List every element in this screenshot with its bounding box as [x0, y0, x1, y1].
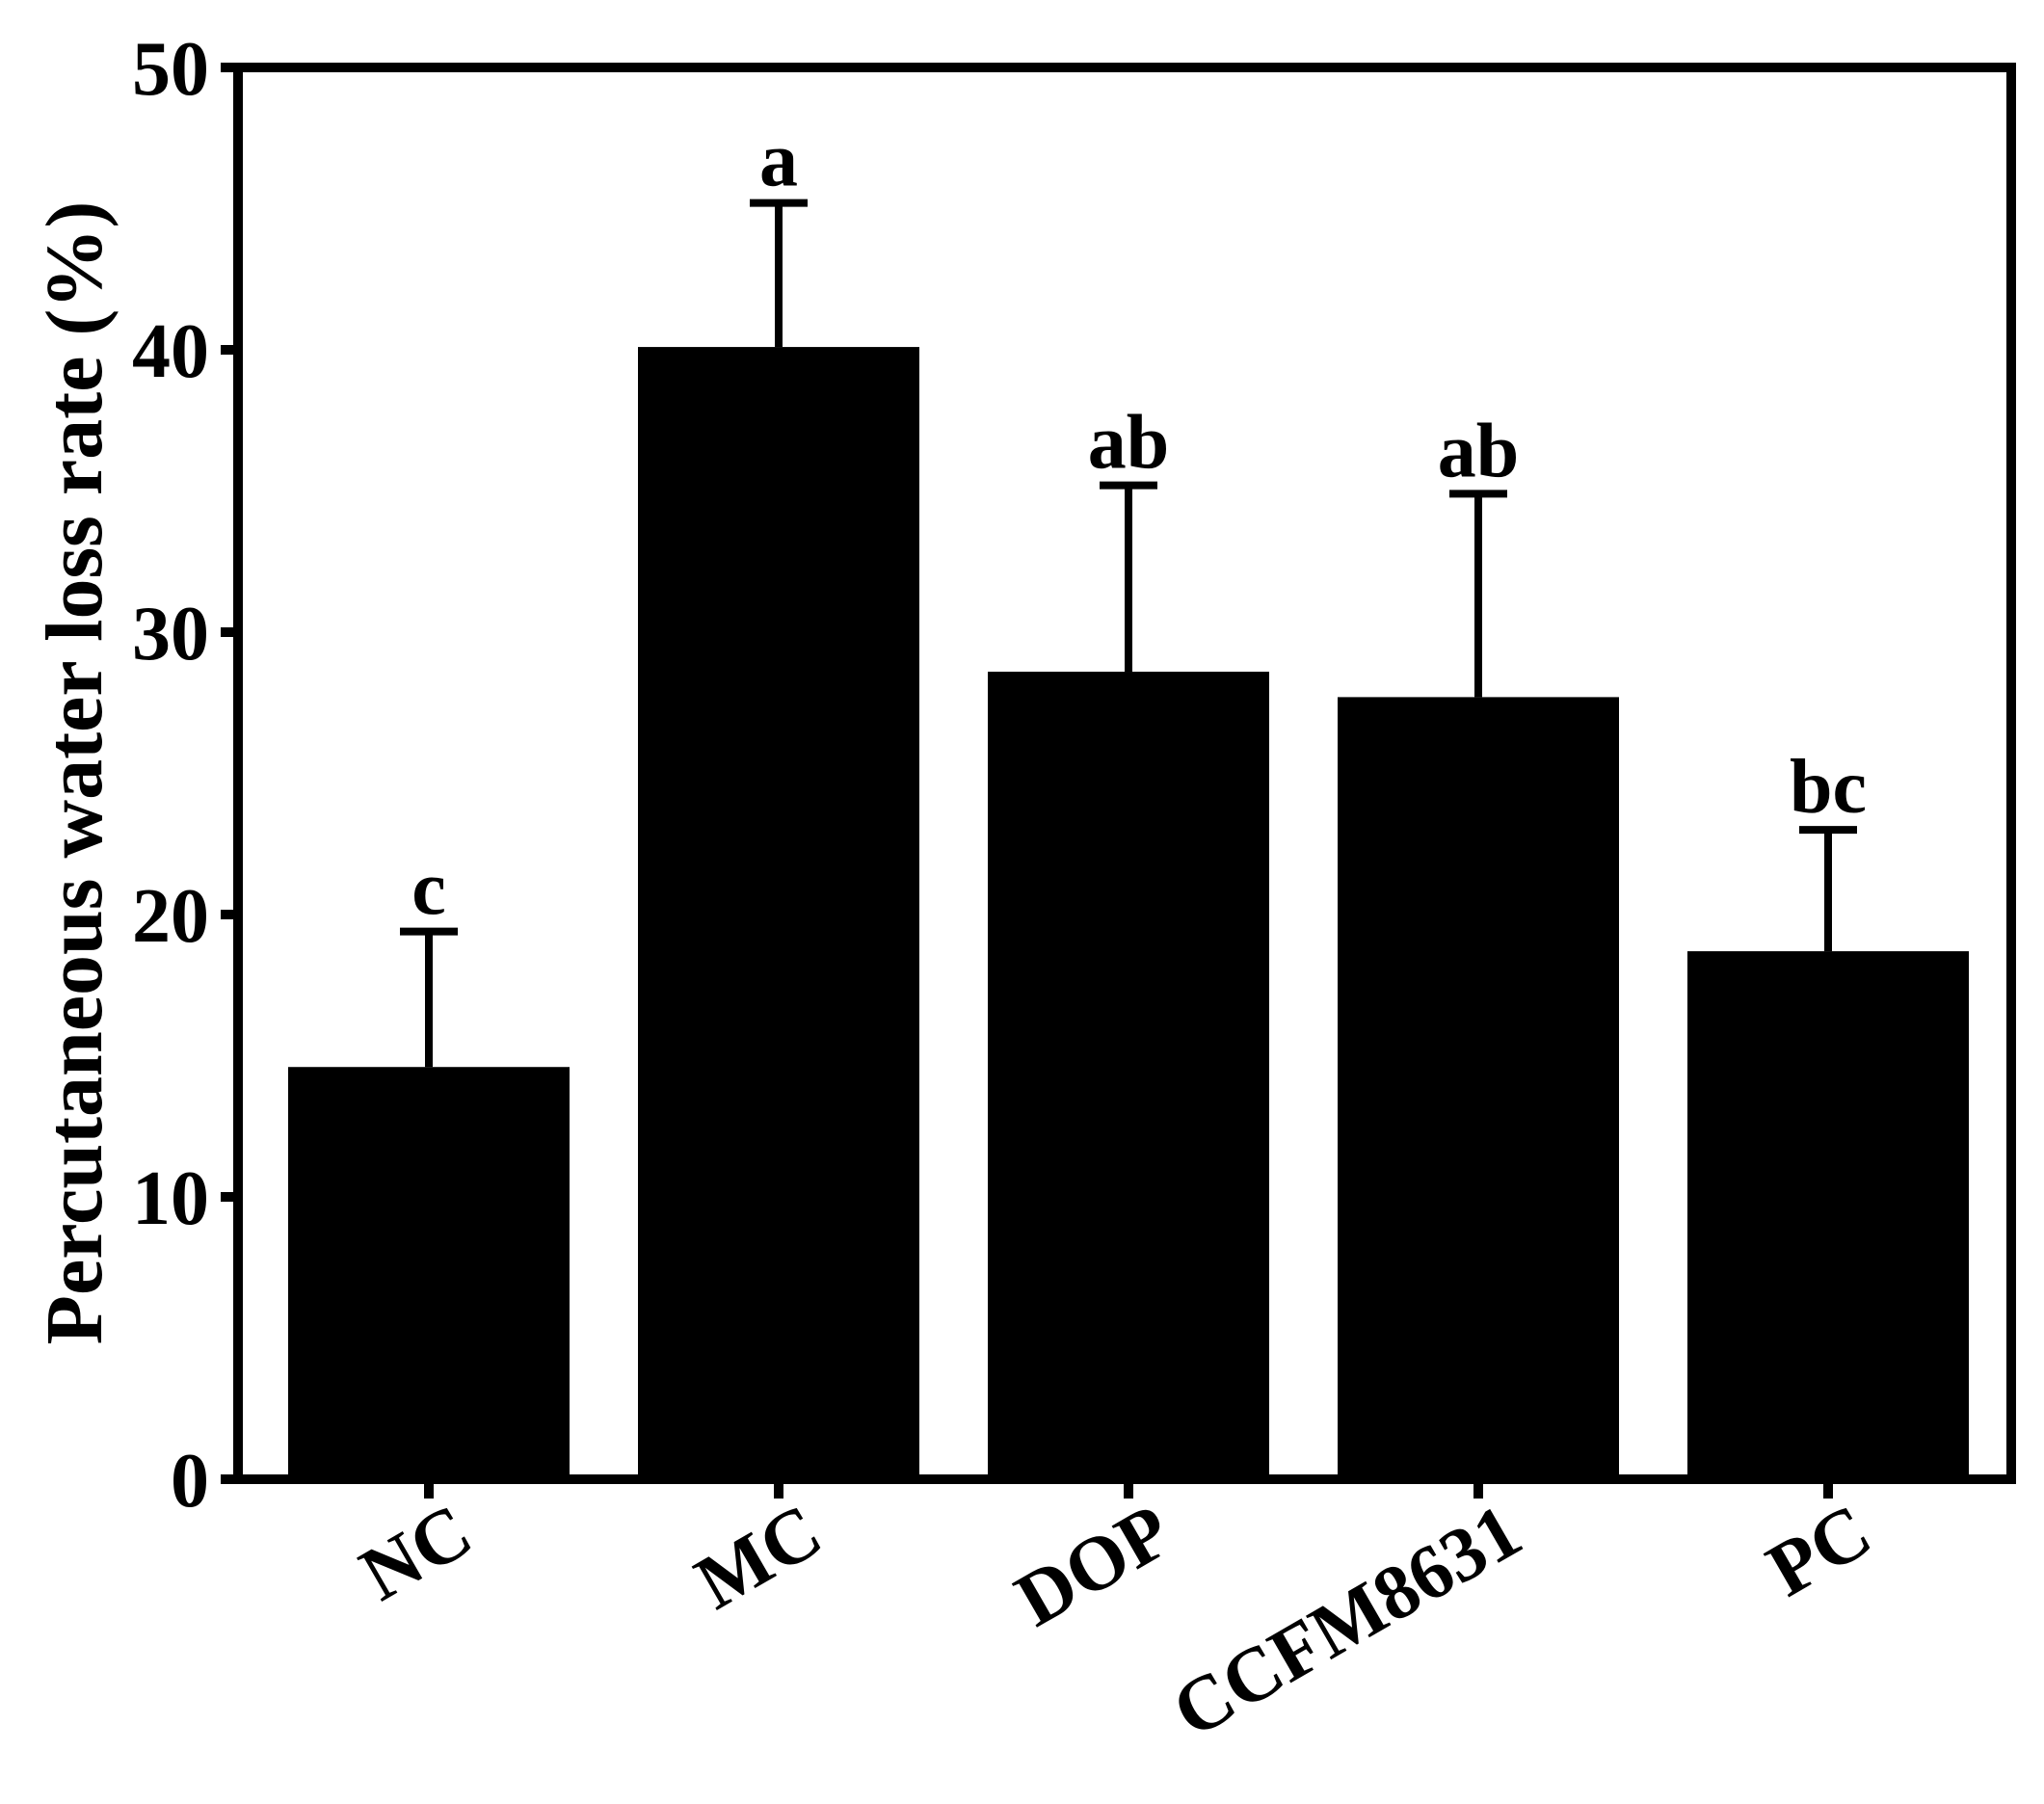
- bars-group: c a ab ab bc: [288, 119, 1969, 1479]
- bar-dop: [988, 672, 1269, 1479]
- significance-letter: bc: [1790, 745, 1867, 830]
- x-tick-label: PC: [1754, 1488, 1885, 1613]
- y-tick-label: 30: [132, 592, 209, 676]
- y-tick-label: 10: [132, 1156, 209, 1241]
- x-tick-label: MC: [682, 1488, 836, 1626]
- x-tick-label: NC: [347, 1488, 486, 1617]
- x-tick-label: DOP: [1002, 1488, 1185, 1643]
- significance-letter: ab: [1088, 401, 1170, 486]
- x-tick-label: CCFM8631: [1159, 1488, 1535, 1754]
- y-axis: 0 10 20 30 40 50: [132, 27, 238, 1524]
- significance-letter: c: [411, 847, 446, 932]
- y-tick-label: 50: [132, 27, 209, 112]
- significance-letter: a: [759, 119, 798, 203]
- significance-letter: ab: [1438, 409, 1520, 493]
- bar-mc: [638, 347, 919, 1479]
- bar-nc: [288, 1067, 570, 1479]
- bar-pc: [1687, 951, 1969, 1479]
- bar-ccfm8631: [1338, 697, 1619, 1479]
- y-tick-label: 20: [132, 874, 209, 959]
- y-tick-label: 40: [132, 309, 209, 394]
- y-axis-label: Percutaneous water loss rate (%): [30, 201, 119, 1345]
- y-tick-label: 0: [171, 1439, 209, 1524]
